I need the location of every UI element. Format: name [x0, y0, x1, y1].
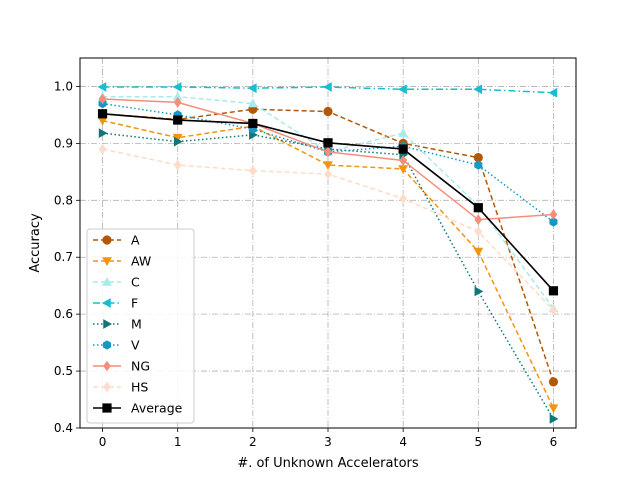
data-point-f [548, 87, 558, 98]
y-tick-label: 0.6 [54, 307, 73, 321]
data-point-m [173, 136, 183, 147]
legend-marker-average [102, 403, 112, 413]
data-point-hs [98, 143, 107, 155]
y-axis-label: Accuracy [28, 213, 43, 273]
data-point-c [398, 128, 409, 137]
legend-label-a: A [131, 233, 140, 248]
data-point-average [398, 144, 408, 154]
x-tick-label: 3 [324, 435, 332, 449]
legend-label-aw: AW [131, 254, 151, 269]
data-point-f [172, 82, 182, 92]
y-tick-label: 0.7 [54, 250, 73, 264]
legend-label-v: V [131, 338, 140, 353]
data-point-ng [173, 97, 182, 108]
y-tick-label: 0.8 [54, 193, 73, 207]
data-point-ng [474, 214, 483, 225]
legend-marker-hs [103, 381, 111, 393]
series-hs [98, 143, 558, 316]
legend-marker-ng [103, 360, 111, 372]
data-point-f [97, 82, 107, 92]
legend-marker-m [103, 319, 113, 329]
data-point-average [323, 138, 333, 148]
data-point-aw [548, 404, 559, 414]
series-f [97, 82, 558, 98]
data-point-m [549, 414, 559, 424]
x-tick-label: 0 [99, 435, 107, 449]
data-point-hs [248, 165, 257, 177]
x-axis-label: #. of Unknown Accelerators [237, 456, 419, 471]
data-point-average [97, 109, 108, 119]
legend-label-f: F [131, 296, 138, 311]
data-point-f [322, 82, 332, 92]
series-layer [97, 82, 559, 424]
data-point-ng [98, 93, 107, 105]
data-point-v [474, 160, 483, 170]
y-tick-label: 0.4 [54, 421, 73, 435]
data-point-f [247, 83, 257, 94]
x-tick-label: 2 [249, 435, 257, 449]
axis-ticks: 0 1 2 3 4 5 6 0.4 0.5 0.6 0.7 0.8 0.9 1.0 [54, 79, 557, 449]
x-tick-label: 1 [174, 435, 182, 449]
x-tick-label: 5 [474, 435, 482, 449]
series-ng [98, 93, 558, 225]
data-point-aw [473, 247, 484, 257]
x-tick-label: 4 [399, 435, 407, 449]
x-tick-label: 6 [550, 435, 558, 449]
data-point-average [473, 203, 483, 213]
data-point-aw [323, 161, 333, 171]
data-point-a [548, 377, 559, 387]
legend-label-c: C [131, 275, 140, 290]
data-point-ng [399, 155, 408, 166]
data-point-average [548, 286, 559, 296]
series-average [97, 109, 559, 296]
data-point-hs [324, 168, 332, 180]
legend-box [86, 228, 195, 424]
data-point-m [98, 128, 108, 139]
data-point-hs [474, 226, 483, 237]
data-point-ng [549, 209, 558, 220]
data-point-average [248, 118, 258, 129]
legend-marker-v [102, 340, 112, 350]
data-point-hs [549, 304, 558, 316]
legend-label-average: Average [131, 401, 183, 416]
data-point-ng [324, 146, 332, 158]
data-point-hs [399, 193, 408, 204]
legend-label-hs: HS [131, 380, 148, 395]
data-point-average [173, 115, 183, 125]
y-tick-label: 1.0 [54, 79, 73, 93]
data-point-v [549, 217, 558, 227]
data-point-m [474, 286, 484, 297]
legend-label-ng: NG [131, 359, 150, 374]
legend-label-m: M [131, 317, 142, 332]
legend-marker-aw [102, 257, 112, 267]
data-point-hs [173, 159, 182, 171]
data-point-c [247, 98, 258, 108]
y-tick-label: 0.5 [54, 364, 73, 378]
legend-marker-c [102, 276, 112, 286]
legend-marker-f [101, 298, 111, 308]
data-point-a [323, 106, 333, 117]
legend-marker-a [102, 235, 112, 245]
data-point-f [473, 84, 483, 95]
y-tick-label: 0.9 [54, 136, 73, 150]
data-point-f [398, 84, 407, 95]
